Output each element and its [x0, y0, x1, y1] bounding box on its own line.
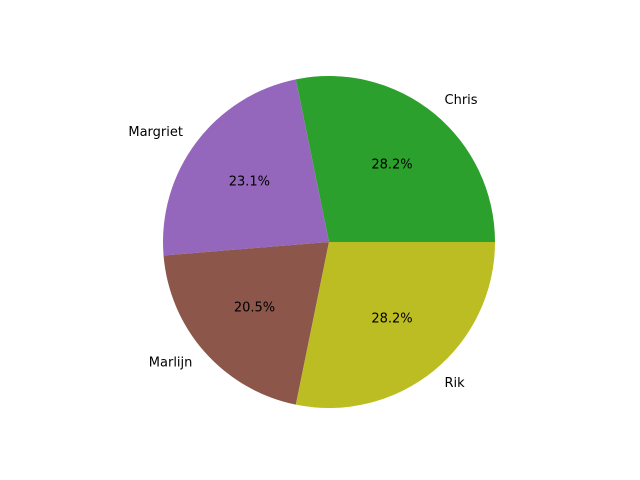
slice-percent-marlijn: 20.5%: [234, 301, 275, 316]
pie-wedges: [163, 75, 495, 408]
pie-labels: Chris 28.2% Margriet 23.1% Marlijn 20.5% Rik 28…: [128, 93, 477, 391]
pie-slice-chris: [295, 75, 495, 242]
slice-label-chris: Chris: [445, 93, 478, 108]
slice-label-marlijn: Marlijn: [149, 356, 193, 371]
pie-slice-marlijn: [163, 242, 329, 405]
pie-slice-rik: [295, 242, 495, 408]
slice-label-margriet: Margriet: [128, 125, 183, 140]
pie-slice-margriet: [163, 79, 329, 256]
slice-percent-margriet: 23.1%: [229, 175, 270, 190]
slice-percent-chris: 28.2%: [371, 157, 412, 172]
slice-percent-rik: 28.2%: [371, 312, 412, 327]
slice-label-rik: Rik: [445, 376, 466, 391]
